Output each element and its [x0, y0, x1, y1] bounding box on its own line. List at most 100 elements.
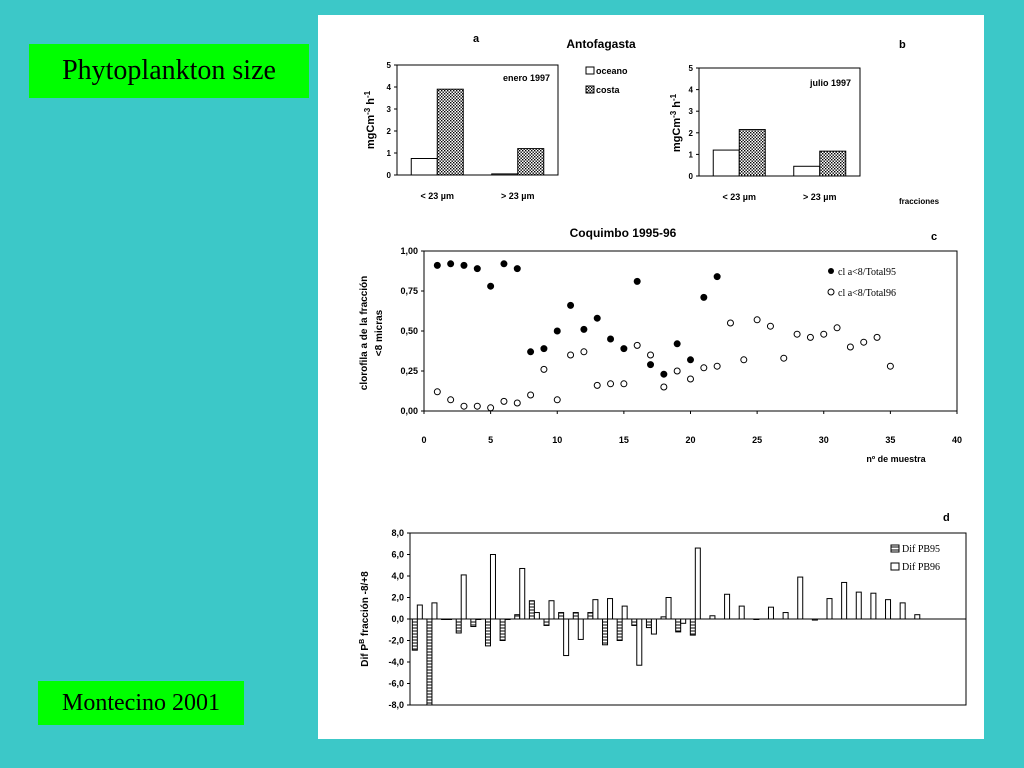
bar-pb96	[665, 597, 672, 620]
ytick-label: -6,0	[388, 679, 404, 689]
point-total95	[700, 293, 708, 301]
ytick-label: 5	[387, 61, 392, 70]
point-total95	[460, 261, 468, 269]
bar-pb96	[724, 593, 731, 620]
bar-pb95	[514, 614, 521, 620]
bar-pb95	[426, 618, 433, 706]
panel-a: a Antofagasta enero 1997 0 1 2 3 4 5 < 23 µm >…	[363, 33, 636, 201]
ytick-label: 0	[689, 172, 694, 181]
point-total96	[766, 322, 774, 330]
point-total95	[647, 361, 655, 369]
point-total95	[687, 356, 694, 364]
bar-pb96	[475, 618, 482, 620]
bar-pb96	[753, 618, 760, 620]
bar-pb95	[631, 618, 638, 626]
bar-pb95	[411, 618, 418, 651]
panel-a-ylabel: mgCm-3 h-1	[363, 90, 377, 149]
point-total96	[513, 399, 521, 407]
point-total96	[633, 341, 641, 349]
xtick-label: 30	[819, 435, 829, 445]
xtick-label: 20	[685, 435, 695, 445]
panel-b-subtitle: julio 1997	[809, 78, 851, 88]
bar-pb95	[470, 618, 477, 628]
ytick-label: -8,0	[388, 700, 404, 710]
bar-pb96	[504, 618, 511, 620]
bar-pb95	[616, 618, 623, 641]
slide-title: Phytoplankton size	[29, 44, 309, 98]
bar-pb95	[689, 618, 696, 636]
point-total96	[713, 362, 721, 370]
bar-pb96	[811, 618, 818, 621]
ytick-label: 6,0	[391, 550, 404, 560]
panel-d-ylabel: Dif PB fracción -8/+8	[359, 571, 371, 667]
panel-b-xlabel: fracciones	[899, 197, 940, 206]
point-total96	[886, 362, 894, 370]
bar-pb96	[680, 618, 687, 624]
panel-c-xlabel: nº de muestra	[866, 454, 926, 464]
legend-c96-marker	[827, 288, 835, 296]
point-total96	[753, 316, 761, 324]
point-total96	[673, 367, 681, 375]
xtick-label: 40	[952, 435, 962, 445]
point-total96	[540, 365, 548, 373]
legend-c95-marker	[828, 268, 834, 274]
point-total96	[593, 381, 601, 389]
point-total96	[647, 351, 655, 359]
bar-pb96	[797, 576, 804, 620]
bar-pb95	[660, 616, 667, 620]
ytick-label: 2	[387, 127, 392, 136]
bar-pb96	[782, 612, 789, 620]
ytick-label: 0	[387, 171, 392, 180]
ytick-label: 2	[689, 129, 694, 138]
bar-pb96	[533, 612, 540, 620]
bar-pb95	[645, 618, 652, 629]
bar-pb96	[446, 618, 453, 620]
xtick-label: 5	[488, 435, 493, 445]
point-total95	[580, 325, 588, 333]
point-total95	[593, 314, 601, 322]
ytick-label: 1	[689, 150, 694, 159]
bar-pb96	[519, 567, 526, 620]
bar-pb96	[650, 618, 657, 635]
legend-d95-label: Dif PB95	[902, 544, 940, 555]
bar-oceano-0	[712, 149, 740, 177]
bar-pb95	[484, 618, 491, 647]
point-total96	[860, 338, 868, 346]
ytick-label: 0,75	[400, 286, 418, 296]
xtick-label: 15	[619, 435, 629, 445]
point-total96	[487, 404, 495, 412]
bar-pb95	[602, 618, 609, 646]
bar-pb96	[431, 602, 438, 620]
point-total96	[567, 351, 575, 359]
bar-pb96	[592, 599, 599, 620]
point-total96	[820, 330, 828, 338]
legend-costa-label: costa	[596, 85, 621, 95]
bar-pb96	[841, 581, 848, 620]
legend-costa-swatch	[585, 85, 595, 94]
point-total96	[846, 343, 854, 351]
xtick-label: 0	[421, 435, 426, 445]
point-total96	[473, 402, 481, 410]
legend-c95-label: cl a<8/Total95	[838, 267, 896, 278]
panel-c-ylabel-line2: <8 micras	[374, 309, 385, 356]
bar-pb95	[587, 612, 594, 620]
xtick-label: 25	[752, 435, 762, 445]
ytick-label: 2,0	[391, 593, 404, 603]
bar-oceano-1	[491, 173, 519, 176]
category-label: < 23 µm	[723, 192, 756, 202]
point-total96	[660, 383, 668, 391]
ytick-label: 0,00	[400, 406, 418, 416]
ytick-label: 4	[387, 83, 392, 92]
ytick-label: 4	[689, 86, 694, 95]
point-total95	[540, 345, 548, 353]
point-total96	[620, 380, 628, 388]
panel-a-subtitle: enero 1997	[503, 73, 550, 83]
legend-d96-label: Dif PB96	[902, 562, 940, 573]
panel-d: d 8,0 6,0 4,0 2,0 0,0 -2,0 -4,0 -6,0 -8,0 Dif PB…	[359, 512, 967, 710]
point-total96	[527, 391, 535, 399]
point-total95	[607, 335, 615, 343]
panel-b: b julio 1997 0 1 2 3 4 5 < 23 µm > 23 µm mgCm-…	[669, 39, 940, 206]
legend-d96-swatch	[890, 562, 900, 571]
point-total95	[433, 261, 441, 269]
point-total96	[806, 333, 814, 341]
